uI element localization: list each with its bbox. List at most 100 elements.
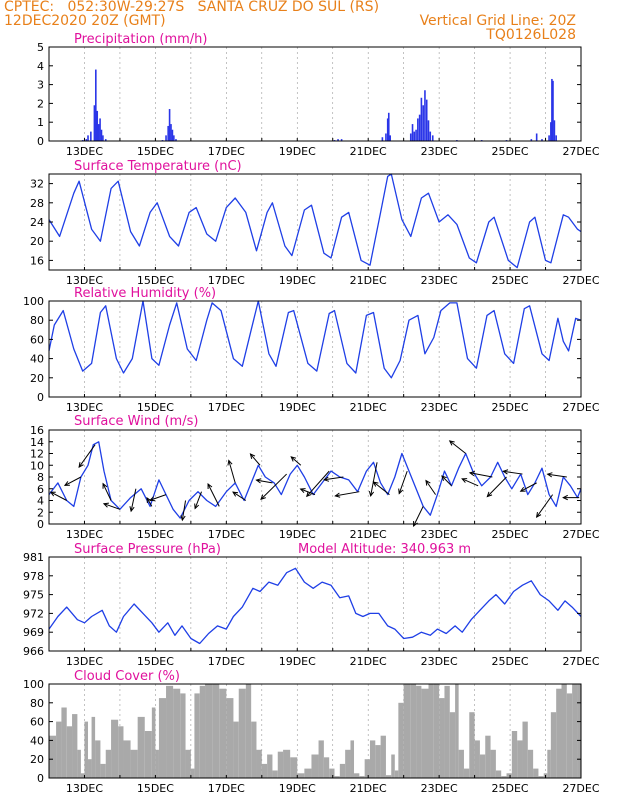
cloud-cover-bar: [517, 740, 523, 778]
y-tick-label: 10: [30, 459, 44, 472]
y-tick-label: 978: [23, 570, 44, 583]
precip-bar: [97, 124, 100, 141]
precip-bar: [417, 118, 419, 141]
y-tick-label: 2: [37, 506, 44, 519]
wind-arrow-head: [180, 515, 186, 522]
cloud-cover-bar: [566, 693, 573, 778]
x-tick-label: 27DEC: [562, 401, 599, 414]
cloud-cover-bar: [84, 721, 89, 778]
x-tick-label: 25DEC: [492, 782, 529, 795]
x-tick-label: 27DEC: [562, 782, 599, 795]
cloud-cover-bar: [311, 754, 319, 778]
precip-bar: [548, 135, 550, 141]
cloud-cover-bar: [455, 684, 459, 778]
cloud-cover-bar: [261, 763, 268, 778]
wind-arrow-head: [102, 482, 108, 489]
wind-arrow-head: [425, 479, 431, 486]
precip-bar: [413, 131, 416, 141]
cloud-cover-bar: [359, 776, 365, 778]
cloud-cover-bar: [72, 714, 78, 778]
wind-arrow-head: [249, 453, 256, 460]
cloud-cover-bar: [556, 688, 562, 778]
wind-arrow-head: [306, 491, 312, 498]
x-tick-label: 23DEC: [421, 401, 458, 414]
panel-title: Surface Pressure (hPa): [74, 542, 221, 557]
wind-arrow: [250, 453, 261, 466]
cloud-cover-bar: [561, 684, 567, 778]
wind-arrow-head: [546, 472, 553, 478]
y-tick-label: 14: [30, 436, 44, 449]
cloud-cover-bar: [398, 702, 404, 778]
wind-arrow-head: [535, 512, 542, 518]
wind-arrow: [306, 470, 330, 497]
precip-bar: [555, 135, 557, 141]
precip-bar: [381, 137, 384, 141]
panel-title: Precipitation (mm/h): [74, 32, 207, 47]
y-tick-label: 40: [30, 353, 44, 366]
cloud-cover-bar: [226, 698, 234, 778]
cloud-cover-bar: [158, 698, 167, 778]
precip-bar: [409, 133, 412, 141]
cloud-cover-bar: [369, 740, 376, 778]
y-tick-label: 32: [30, 178, 44, 191]
y-tick-label: 16: [30, 424, 44, 437]
x-tick-label: 23DEC: [421, 655, 458, 668]
cloud-cover-bar: [212, 684, 220, 778]
wind-arrow-head: [368, 490, 375, 498]
y-tick-label: 80: [30, 697, 44, 710]
cloud-cover-bar: [56, 721, 62, 778]
cloud-cover-bar: [272, 770, 278, 778]
precip-bar: [389, 135, 391, 141]
wind-arrow-head: [502, 469, 509, 475]
x-tick-label: 13DEC: [66, 274, 103, 287]
cloud-cover-bar: [572, 684, 578, 778]
y-tick-label: 20: [30, 372, 44, 385]
wind-arrow: [228, 460, 236, 484]
x-tick-label: 15DEC: [137, 528, 174, 541]
wind-arrow-head: [148, 496, 156, 502]
cloud-cover-bar: [173, 688, 181, 778]
panel-title: Surface Wind (m/s): [74, 414, 198, 429]
precip-bar: [90, 131, 92, 141]
cloud-cover-bar: [180, 693, 186, 778]
wind-arrow: [194, 491, 202, 509]
y-tick-label: 6: [37, 483, 44, 496]
wind-arrow: [324, 476, 344, 481]
y-tick-label: 969: [23, 626, 44, 639]
cloud-cover-bar: [144, 731, 152, 778]
precip-bar: [99, 118, 101, 141]
cloud-cover-bar: [233, 721, 239, 778]
cloud-cover-bar: [199, 685, 206, 778]
x-tick-label: 27DEC: [562, 655, 599, 668]
cloud-cover-bar: [251, 721, 257, 778]
y-tick-label: 28: [30, 197, 44, 210]
y-tick-label: 981: [23, 551, 44, 564]
x-tick-label: 27DEC: [562, 274, 599, 287]
wind-arrow: [486, 476, 507, 497]
cloud-cover-bar: [205, 684, 213, 778]
y-tick-label: 4: [37, 60, 44, 73]
wind-arrow-head: [461, 478, 468, 483]
cloud-cover-bar: [245, 684, 252, 778]
cloud-cover-bar: [49, 735, 57, 778]
wind-arrow-head: [255, 478, 262, 484]
precip-bar: [425, 99, 428, 141]
wind-arrow-head: [299, 488, 306, 494]
y-tick-label: 3: [37, 79, 44, 92]
precip-bar: [165, 135, 167, 141]
cloud-cover-bar: [391, 754, 395, 778]
x-tick-label: 23DEC: [421, 145, 458, 158]
panel-frame: [48, 683, 582, 779]
x-tick-label: 21DEC: [350, 401, 387, 414]
wind-arrow: [373, 481, 390, 496]
precip-bar: [171, 129, 174, 141]
cloud-cover-bar: [290, 757, 298, 778]
wind-arrow: [260, 473, 287, 500]
cloud-cover-bar: [527, 749, 534, 778]
series-line: [48, 173, 582, 269]
cloud-cover-bar: [495, 770, 502, 778]
precip-bar: [104, 139, 107, 141]
x-tick-label: 19DEC: [279, 528, 316, 541]
cloud-cover-bar: [339, 763, 346, 778]
y-tick-label: 5: [37, 41, 44, 54]
